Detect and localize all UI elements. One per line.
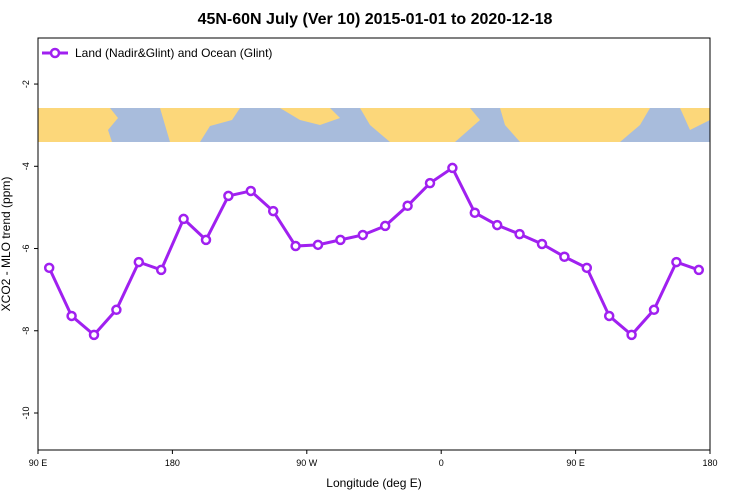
data-point	[424, 177, 436, 189]
data-point	[43, 262, 55, 274]
x-tick-label: 180	[702, 458, 717, 468]
y-axis-label: XCO2 - MLO trend (ppm)	[0, 177, 13, 312]
y-tick-label: -10	[21, 406, 31, 419]
x-tick-label: 90 E	[566, 458, 585, 468]
data-point	[402, 200, 413, 212]
data-point	[648, 304, 660, 316]
data-point	[447, 162, 458, 174]
data-point	[559, 251, 570, 262]
x-tick-label: 0	[439, 458, 444, 468]
x-tick-label: 180	[165, 458, 180, 468]
data-point	[88, 329, 100, 341]
data-point	[111, 304, 122, 316]
x-tick-label: 90 E	[29, 458, 48, 468]
y-tick-label: -6	[21, 245, 31, 253]
data-point	[581, 262, 593, 274]
data-point	[357, 229, 369, 241]
plot-frame	[37, 37, 711, 451]
data-point	[671, 256, 682, 268]
data-point	[514, 228, 525, 240]
data-point	[155, 264, 167, 276]
data-point	[133, 256, 145, 268]
data-point	[312, 239, 324, 251]
data-point	[66, 310, 77, 322]
x-tick-label: 90 W	[296, 458, 318, 468]
data-point	[223, 190, 234, 202]
data-point	[335, 234, 346, 246]
data-point	[200, 234, 212, 246]
data-point	[469, 207, 481, 219]
chart-title: 45N-60N July (Ver 10) 2015-01-01 to 2020…	[198, 11, 553, 28]
data-point	[178, 213, 189, 225]
data-point	[536, 238, 548, 250]
data-point	[267, 205, 279, 217]
legend-marker	[49, 47, 61, 59]
data-point	[245, 185, 257, 197]
map-strip	[38, 108, 710, 142]
y-tick-label: -4	[21, 162, 31, 170]
y-tick-label: -8	[21, 327, 31, 335]
data-point	[693, 264, 705, 276]
series-line	[47, 165, 700, 337]
data-point	[603, 310, 615, 322]
y-tick-label: -2	[21, 80, 31, 88]
data-point	[379, 220, 391, 232]
legend-label: Land (Nadir&Glint) and Ocean (Glint)	[75, 46, 272, 60]
data-point	[290, 240, 301, 252]
data-point	[626, 329, 637, 341]
data-point	[491, 219, 503, 231]
x-axis-label: Longitude (deg E)	[326, 476, 421, 490]
